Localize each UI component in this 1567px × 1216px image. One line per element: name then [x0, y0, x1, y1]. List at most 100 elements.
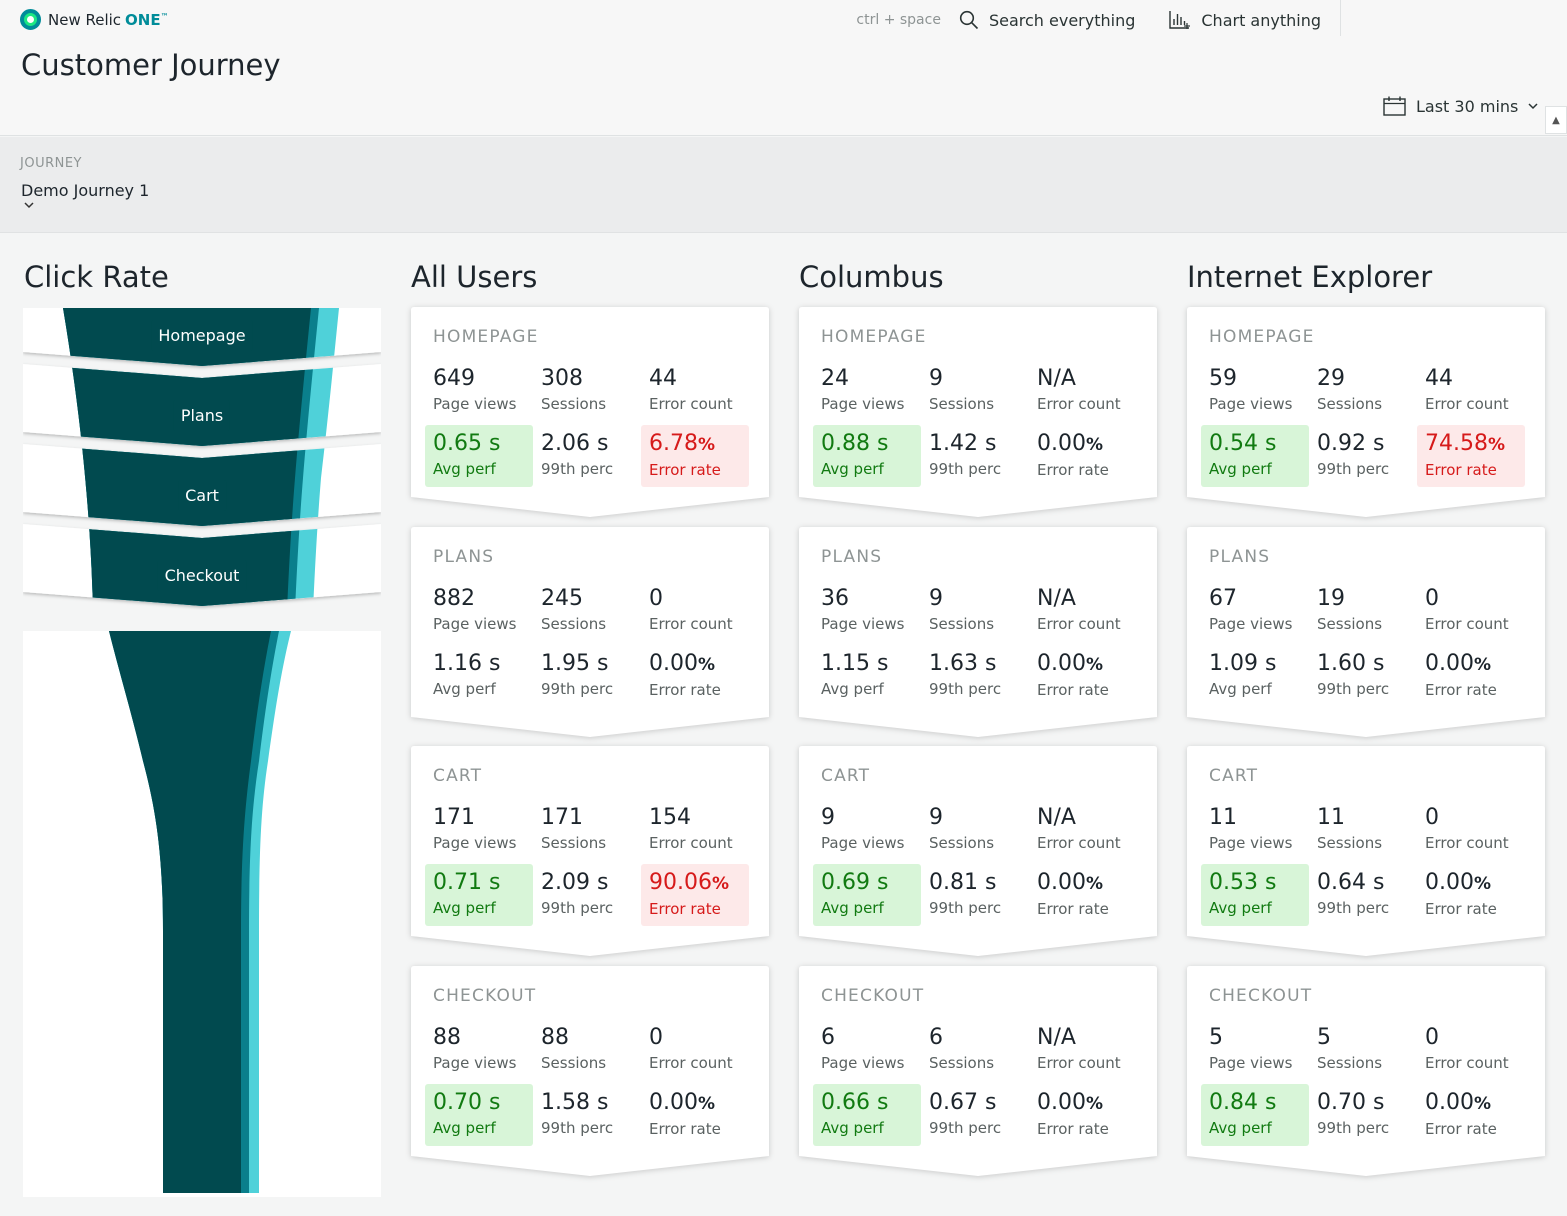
step-card-all-users-cart[interactable]: CART 171 Page views 171 Sessions 154 Error cou…	[411, 746, 769, 966]
metric-value: 90.06%	[649, 870, 730, 895]
journey-select[interactable]: Demo Journey 1	[21, 181, 150, 200]
step-card-all-users-plans[interactable]: PLANS 882 Page views 245 Sessions 0 Error coun…	[411, 527, 769, 747]
step-card-internet-explorer-homepage[interactable]: HOMEPAGE 59 Page views 29 Sessions 44 Error co…	[1187, 307, 1545, 527]
percent-unit: %	[697, 1094, 716, 1114]
metric-label: 99th perc	[1317, 460, 1390, 478]
metric-label: Page views	[821, 834, 905, 852]
p99-metric: 1.58 s 99th perc	[533, 1084, 641, 1146]
brand-logo-group[interactable]: New Relic ONE™	[20, 9, 169, 30]
metric-value: 11	[1209, 805, 1237, 830]
error-rate-metric: 0.00% Error rate	[1029, 645, 1137, 707]
metric-value: 44	[649, 366, 677, 391]
step-card-columbus-checkout[interactable]: CHECKOUT 6 Page views 6 Sessions N/A Error cou…	[799, 966, 1157, 1186]
error-count-metric: 154 Error count	[641, 799, 749, 861]
funnel-step-checkout[interactable]: Checkout	[157, 560, 247, 591]
metric-value: 0.69 s	[821, 870, 889, 895]
percent-unit: %	[1085, 655, 1104, 675]
error-rate-metric: 0.00% Error rate	[1029, 1084, 1137, 1146]
metric-label: Page views	[1209, 834, 1293, 852]
error-rate-metric: 6.78% Error rate	[641, 425, 749, 487]
error-count-metric: 0 Error count	[1417, 799, 1525, 861]
metric-label: Error rate	[1425, 1120, 1497, 1138]
step-title: PLANS	[433, 547, 495, 567]
metric-label: Avg perf	[821, 899, 884, 917]
sessions-metric: 6 Sessions	[921, 1019, 1029, 1081]
step-card-columbus-plans[interactable]: PLANS 36 Page views 9 Sessions N/A Error count…	[799, 527, 1157, 747]
funnel-step-plans[interactable]: Plans	[173, 400, 231, 431]
step-card-columbus-cart[interactable]: CART 9 Page views 9 Sessions N/A Error count 0.…	[799, 746, 1157, 966]
metric-value: 1.63 s	[929, 651, 997, 676]
metric-label: 99th perc	[929, 1119, 1002, 1137]
metric-value: 6	[929, 1025, 943, 1050]
metric-value: 2.09 s	[541, 870, 609, 895]
step-card-internet-explorer-cart[interactable]: CART 11 Page views 11 Sessions 0 Error count 0.…	[1187, 746, 1545, 966]
metric-label: Sessions	[1317, 1054, 1383, 1072]
metric-value: 1.15 s	[821, 651, 889, 676]
step-card-columbus-homepage[interactable]: HOMEPAGE 24 Page views 9 Sessions N/A Error co…	[799, 307, 1157, 527]
metric-label: Avg perf	[1209, 1119, 1272, 1137]
metric-label: Page views	[1209, 395, 1293, 413]
error-rate-metric: 0.00% Error rate	[1417, 1084, 1525, 1146]
card-content: CART 11 Page views 11 Sessions 0 Error count 0.…	[1187, 746, 1545, 946]
avg-perf-metric: 0.54 s Avg perf	[1201, 425, 1309, 487]
metric-label: Error rate	[649, 461, 721, 479]
step-title: HOMEPAGE	[433, 327, 539, 347]
column-title-internet-explorer: Internet Explorer	[1187, 260, 1433, 294]
metric-value: 0.70 s	[1317, 1090, 1385, 1115]
metric-label: Page views	[821, 1054, 905, 1072]
metric-label: Avg perf	[433, 899, 496, 917]
metric-value: 0.00%	[1425, 870, 1492, 895]
metric-value: 0.81 s	[929, 870, 997, 895]
metric-label: Error rate	[1425, 900, 1497, 918]
card-content: HOMEPAGE 649 Page views 308 Sessions 44 Error …	[411, 307, 769, 507]
funnel-step-cart[interactable]: Cart	[178, 480, 226, 511]
metric-value: 0.00%	[1037, 651, 1104, 676]
search-icon	[959, 10, 979, 30]
metric-label: Error count	[649, 395, 733, 413]
metric-value: 74.58%	[1425, 431, 1506, 456]
metric-value: N/A	[1037, 586, 1076, 611]
step-card-internet-explorer-checkout[interactable]: CHECKOUT 5 Page views 5 Sessions 0 Error count…	[1187, 966, 1545, 1186]
funnel-step-homepage[interactable]: Homepage	[151, 320, 253, 351]
metric-label: Sessions	[541, 615, 607, 633]
metric-label: Avg perf	[433, 1119, 496, 1137]
metric-label: 99th perc	[541, 680, 614, 698]
metric-label: Error count	[649, 1054, 733, 1072]
step-card-all-users-homepage[interactable]: HOMEPAGE 649 Page views 308 Sessions 44 Error …	[411, 307, 769, 527]
card-content: PLANS 36 Page views 9 Sessions N/A Error count…	[799, 527, 1157, 727]
metric-value: 36	[821, 586, 849, 611]
search-button[interactable]: Search everything	[959, 10, 1135, 30]
metric-label: Sessions	[1317, 615, 1383, 633]
chevron-down-icon[interactable]	[24, 201, 34, 212]
metric-label: Sessions	[929, 1054, 995, 1072]
metric-label: Page views	[821, 395, 905, 413]
avg-perf-metric: 1.09 s Avg perf	[1201, 645, 1309, 707]
metric-label: Sessions	[541, 834, 607, 852]
time-range-picker[interactable]: Last 30 mins	[1383, 96, 1538, 116]
avg-perf-metric: 0.53 s Avg perf	[1201, 864, 1309, 926]
metric-label: Sessions	[541, 395, 607, 413]
card-background	[799, 527, 1157, 737]
metric-label: Sessions	[929, 615, 995, 633]
card-content: HOMEPAGE 59 Page views 29 Sessions 44 Error co…	[1187, 307, 1545, 507]
metric-label: Error count	[1037, 1054, 1121, 1072]
error-rate-metric: 0.00% Error rate	[641, 1084, 749, 1146]
metric-value: 88	[433, 1025, 461, 1050]
percent-unit: %	[1487, 435, 1506, 455]
sessions-metric: 29 Sessions	[1309, 360, 1417, 422]
metric-label: Error count	[1037, 834, 1121, 852]
chart-anything-button[interactable]: Chart anything	[1169, 10, 1321, 30]
journey-filter-label: JOURNEY	[20, 156, 82, 171]
step-card-all-users-checkout[interactable]: CHECKOUT 88 Page views 88 Sessions 0 Error cou…	[411, 966, 769, 1186]
error-count-metric: N/A Error count	[1029, 580, 1137, 642]
metric-value: 0.00%	[1425, 1090, 1492, 1115]
metric-label: Error rate	[649, 1120, 721, 1138]
step-card-internet-explorer-plans[interactable]: PLANS 67 Page views 19 Sessions 0 Error count 1…	[1187, 527, 1545, 747]
metric-value: 0.65 s	[433, 431, 501, 456]
page-views-metric: 67 Page views	[1201, 580, 1309, 642]
metric-value: 171	[433, 805, 475, 830]
metric-label: Page views	[433, 1054, 517, 1072]
error-rate-metric: 0.00% Error rate	[641, 645, 749, 707]
scroll-up-button[interactable]: ▲	[1545, 106, 1567, 134]
metric-label: Avg perf	[1209, 680, 1272, 698]
